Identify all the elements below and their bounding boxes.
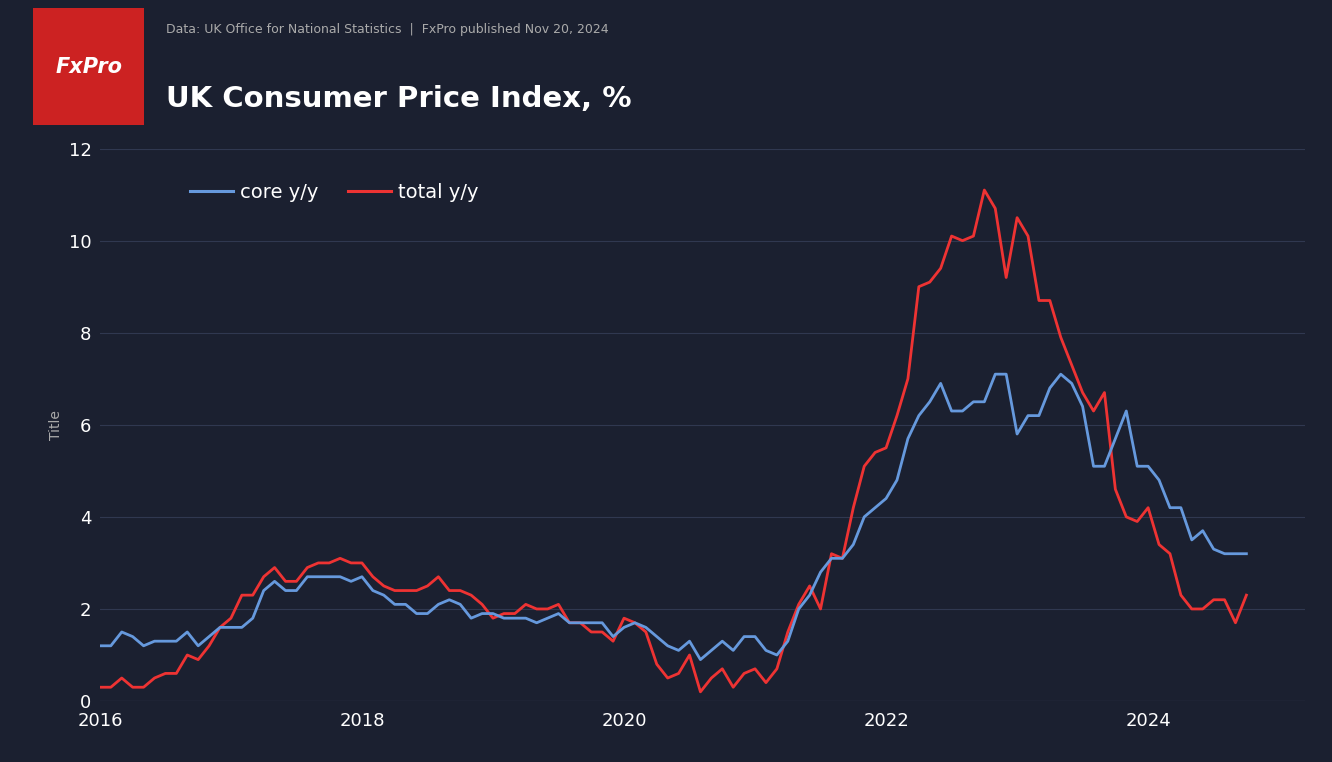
Legend: core y/y, total y/y: core y/y, total y/y xyxy=(182,175,486,210)
Text: UK Consumer Price Index, %: UK Consumer Price Index, % xyxy=(166,85,631,113)
Text: Data: UK Office for National Statistics  |  FxPro published Nov 20, 2024: Data: UK Office for National Statistics … xyxy=(166,23,609,36)
Text: FxPro: FxPro xyxy=(55,56,123,77)
Bar xyxy=(33,8,144,126)
Y-axis label: Title: Title xyxy=(49,410,63,440)
